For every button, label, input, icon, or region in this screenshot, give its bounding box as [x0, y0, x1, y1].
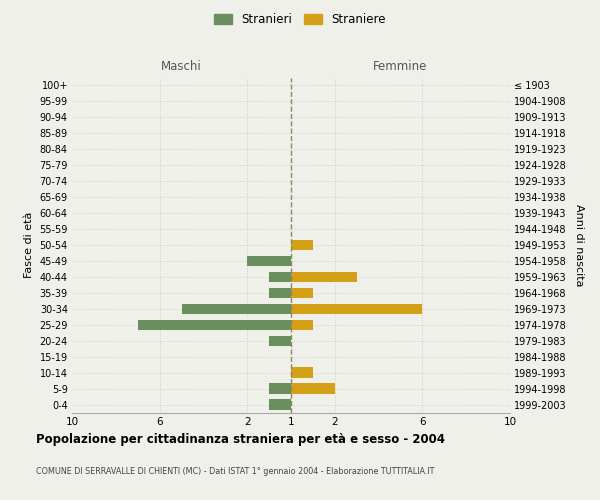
Bar	[181, 304, 291, 314]
Bar	[269, 288, 291, 298]
Bar	[291, 272, 357, 282]
Bar	[291, 304, 422, 314]
Bar	[137, 320, 291, 330]
Bar	[291, 384, 335, 394]
Text: Popolazione per cittadinanza straniera per età e sesso - 2004: Popolazione per cittadinanza straniera p…	[36, 432, 445, 446]
Bar	[247, 256, 291, 266]
Y-axis label: Anni di nascita: Anni di nascita	[574, 204, 584, 286]
Text: Maschi: Maschi	[161, 60, 202, 72]
Bar	[269, 400, 291, 409]
Y-axis label: Fasce di età: Fasce di età	[24, 212, 34, 278]
Bar	[291, 368, 313, 378]
Bar	[291, 288, 313, 298]
Text: COMUNE DI SERRAVALLE DI CHIENTI (MC) - Dati ISTAT 1° gennaio 2004 - Elaborazione: COMUNE DI SERRAVALLE DI CHIENTI (MC) - D…	[36, 468, 434, 476]
Bar	[269, 272, 291, 282]
Text: Femmine: Femmine	[373, 60, 428, 72]
Bar	[291, 320, 313, 330]
Legend: Stranieri, Straniere: Stranieri, Straniere	[209, 8, 391, 31]
Bar	[269, 384, 291, 394]
Bar	[291, 240, 313, 250]
Bar	[269, 336, 291, 346]
